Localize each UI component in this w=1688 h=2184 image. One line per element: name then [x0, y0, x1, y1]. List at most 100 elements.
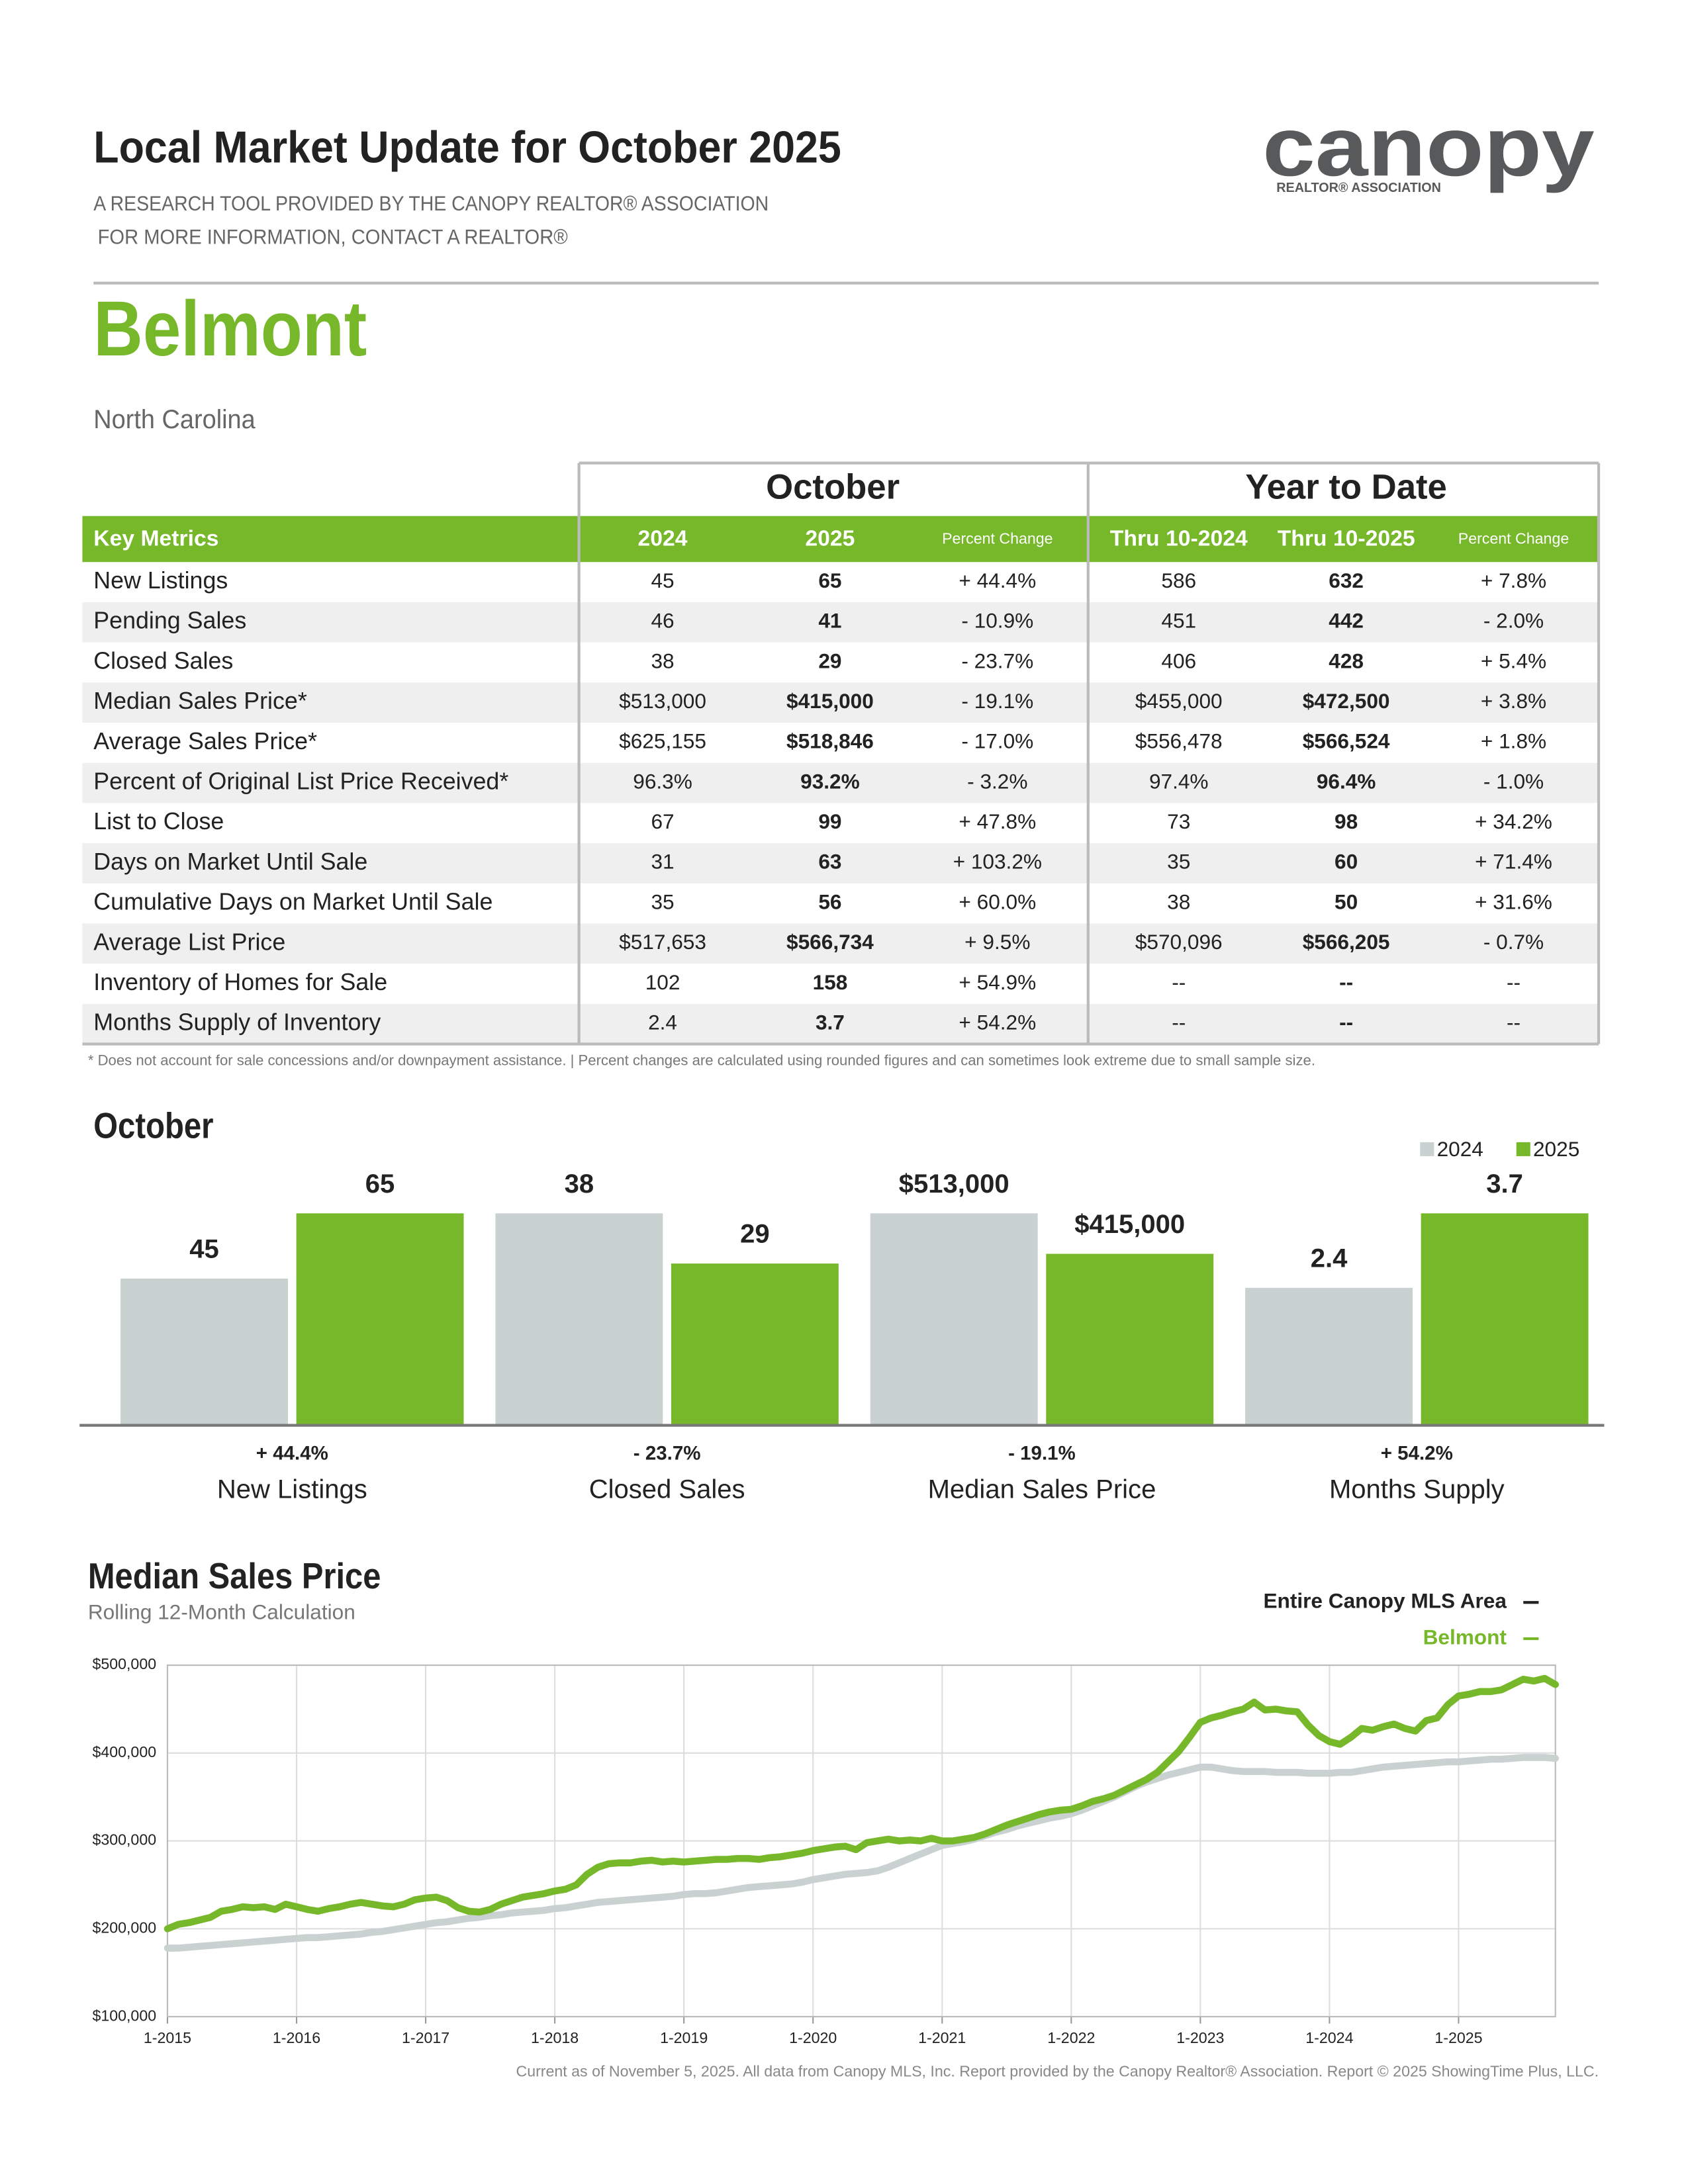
cell: 65: [818, 569, 841, 592]
state: North Carolina: [93, 405, 256, 434]
column-header: Thru 10-2024: [1110, 525, 1248, 551]
logo: canopy: [1262, 100, 1595, 193]
legend-label: Belmont: [1423, 1625, 1507, 1649]
cell: 442: [1329, 609, 1364, 633]
metric-label: Average Sales Price*: [93, 728, 317, 754]
x-tick-label: 1-2023: [1176, 2029, 1224, 2046]
cell: 41: [818, 609, 841, 633]
cell: + 7.8%: [1481, 569, 1546, 592]
value-label: 3.7: [1486, 1169, 1523, 1199]
cell: 35: [1167, 850, 1190, 874]
metric-label: Percent of Original List Price Received*: [93, 768, 508, 794]
change-label: - 23.7%: [633, 1443, 701, 1465]
column-header: 2025: [805, 525, 855, 551]
row-shade: [82, 843, 1599, 884]
cell: 632: [1329, 569, 1364, 592]
value-label: 29: [740, 1220, 770, 1249]
metric-label: Average List Price: [93, 929, 285, 955]
cell: - 1.0%: [1483, 769, 1544, 793]
footnote: * Does not account for sale concessions …: [88, 1052, 1315, 1068]
x-tick-label: 1-2022: [1047, 2029, 1095, 2046]
bar: [296, 1213, 464, 1426]
cell: $455,000: [1135, 689, 1223, 713]
cell: 60: [1335, 850, 1358, 874]
x-tick-label: 1-2015: [144, 2029, 191, 2046]
cell: + 1.8%: [1481, 729, 1546, 753]
cell: + 34.2%: [1475, 809, 1552, 833]
cell: - 3.2%: [967, 769, 1027, 793]
chart-title: Median Sales Price: [88, 1555, 381, 1596]
x-tick-label: 1-2019: [660, 2029, 708, 2046]
metric-label: Pending Sales: [93, 608, 246, 634]
bar: [870, 1213, 1038, 1426]
category-label: Median Sales Price: [928, 1475, 1156, 1504]
cell: --: [1172, 1011, 1186, 1034]
chart-title: October: [93, 1105, 213, 1146]
cell: + 54.9%: [959, 970, 1036, 994]
cell: - 19.1%: [961, 689, 1033, 713]
footer: Current as of November 5, 2025. All data…: [516, 2063, 1599, 2080]
y-tick-label: $100,000: [92, 2007, 156, 2024]
metric-label: New Listings: [93, 567, 228, 594]
cell: 451: [1161, 609, 1196, 633]
x-tick-label: 1-2017: [402, 2029, 449, 2046]
cell: + 9.5%: [964, 930, 1030, 954]
value-label: 65: [365, 1169, 395, 1199]
cell: - 10.9%: [961, 609, 1033, 633]
subtitle: A RESEARCH TOOL PROVIDED BY THE CANOPY R…: [93, 191, 769, 215]
cell: 35: [651, 889, 674, 913]
cell: + 71.4%: [1475, 850, 1552, 874]
column-header: Percent Change: [942, 530, 1053, 547]
cell: 406: [1161, 649, 1196, 672]
cell: + 60.0%: [959, 889, 1036, 913]
cell: 99: [818, 809, 841, 833]
row-shade: [82, 762, 1599, 803]
subtitle: FOR MORE INFORMATION, CONTACT A REALTOR®: [98, 225, 568, 249]
column-header: 2024: [638, 525, 688, 551]
x-tick-label: 1-2024: [1305, 2029, 1353, 2046]
cell: 98: [1335, 809, 1358, 833]
cell: $472,500: [1303, 689, 1390, 713]
cell: + 5.4%: [1481, 649, 1546, 672]
cell: + 3.8%: [1481, 689, 1546, 713]
cell: + 47.8%: [959, 809, 1036, 833]
bar: [1245, 1287, 1413, 1426]
cell: 3.7: [816, 1011, 845, 1034]
cell: --: [1339, 1011, 1353, 1034]
title: Local Market Update for October 2025: [93, 122, 841, 172]
cell: --: [1507, 970, 1521, 994]
chart-subtitle: Rolling 12-Month Calculation: [88, 1600, 355, 1623]
category-label: Months Supply: [1329, 1475, 1505, 1504]
value-label: $415,000: [1074, 1210, 1185, 1239]
legend-label: Entire Canopy MLS Area: [1263, 1589, 1507, 1613]
cell: $517,653: [619, 930, 706, 954]
change-label: - 19.1%: [1008, 1443, 1076, 1465]
cell: + 44.4%: [959, 569, 1036, 592]
bar: [495, 1213, 663, 1426]
cell: $566,734: [786, 930, 874, 954]
cell: + 31.6%: [1475, 889, 1552, 913]
cell: $415,000: [786, 689, 874, 713]
x-tick-label: 1-2016: [273, 2029, 320, 2046]
bar: [1421, 1213, 1589, 1426]
x-tick-label: 1-2025: [1434, 2029, 1482, 2046]
cell: 428: [1329, 649, 1364, 672]
cell: 67: [651, 809, 674, 833]
x-tick-label: 1-2020: [789, 2029, 837, 2046]
cell: $566,524: [1303, 729, 1390, 753]
cell: 96.4%: [1317, 769, 1376, 793]
row-shade: [82, 682, 1599, 723]
bar: [120, 1278, 288, 1426]
column-header: Thru 10-2025: [1278, 525, 1415, 551]
cell: 46: [651, 609, 674, 633]
group-header: October: [766, 468, 900, 507]
cell: 97.4%: [1149, 769, 1209, 793]
cell: + 103.2%: [953, 850, 1042, 874]
cell: 586: [1161, 569, 1196, 592]
cell: - 23.7%: [961, 649, 1033, 672]
cell: 63: [818, 850, 841, 874]
plot-frame: [166, 1664, 1556, 2018]
cell: $566,205: [1303, 930, 1390, 954]
